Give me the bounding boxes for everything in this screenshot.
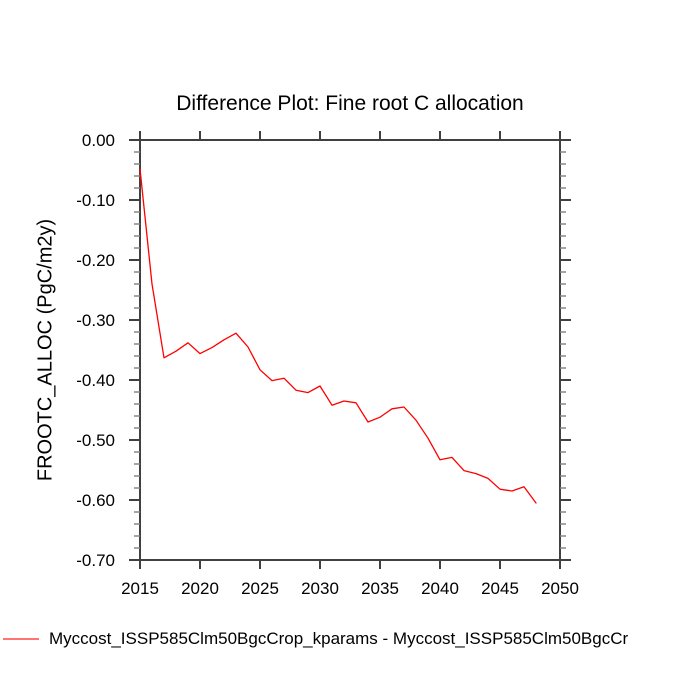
data-line-series — [139, 168, 537, 504]
x-tick-label: 2025 — [241, 579, 279, 598]
legend: Myccost_ISSP585Clm50BgcCrop_kparams - My… — [3, 627, 700, 651]
legend-line-swatch — [3, 638, 39, 640]
y-tick-label: -0.60 — [76, 491, 115, 510]
y-tick-label: -0.50 — [76, 431, 115, 450]
x-tick-label: 2045 — [481, 579, 519, 598]
y-tick-label: -0.20 — [76, 251, 115, 270]
chart-title: Difference Plot: Fine root C allocation — [176, 92, 524, 115]
y-tick-label: -0.10 — [76, 191, 115, 210]
x-tick-label: 2030 — [301, 579, 339, 598]
x-tick-label: 2020 — [181, 579, 219, 598]
x-tick-label: 2040 — [421, 579, 459, 598]
y-tick-label: 0.00 — [82, 131, 115, 150]
x-tick-label: 2015 — [121, 579, 159, 598]
y-tick-label: -0.40 — [76, 371, 115, 390]
plot-frame — [139, 139, 561, 561]
y-tick-label: -0.30 — [76, 311, 115, 330]
legend-series-label: Myccost_ISSP585Clm50BgcCrop_kparams - My… — [49, 629, 629, 648]
x-tick-label: 2035 — [361, 579, 399, 598]
x-tick-label: 2050 — [541, 579, 579, 598]
y-tick-label: -0.70 — [76, 551, 115, 570]
